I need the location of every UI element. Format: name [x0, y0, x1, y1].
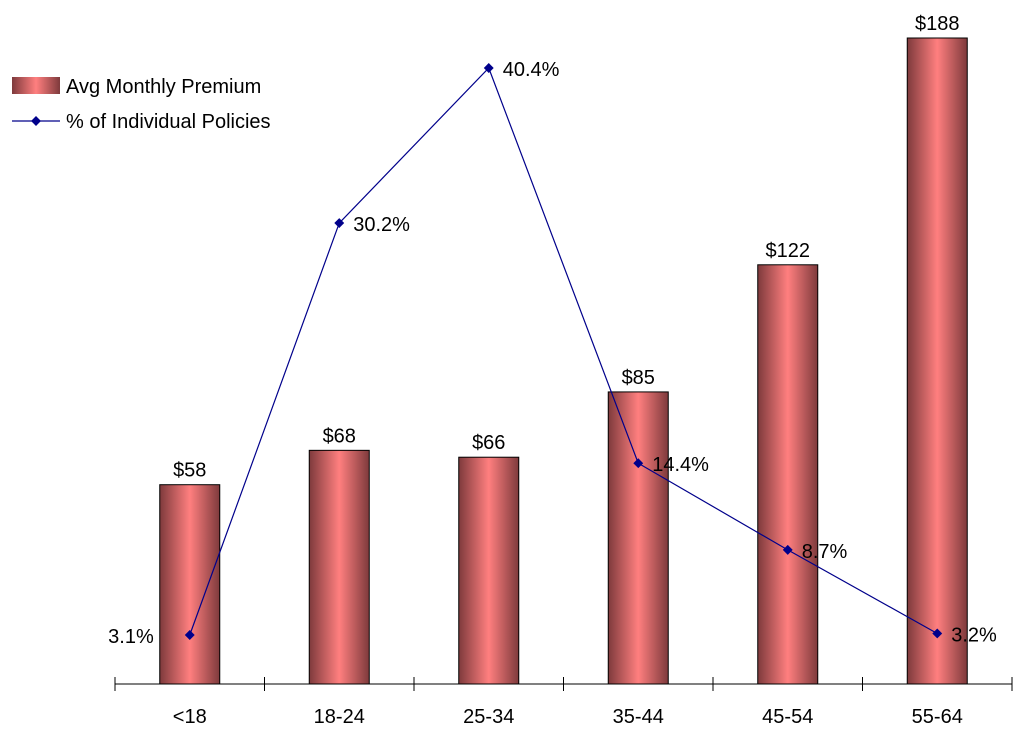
share-value-label-2: 30.2% — [353, 214, 410, 236]
x-tick-label-2: 18-24 — [314, 706, 365, 728]
bar-value-label-4: $85 — [622, 367, 655, 389]
share-point-4 — [633, 458, 644, 469]
bar-value-label-6: $188 — [915, 13, 960, 35]
share-point-1 — [184, 630, 195, 640]
bar-4 — [607, 391, 669, 685]
bar-6 — [906, 37, 968, 685]
legend-bar-swatch — [12, 77, 60, 94]
share-value-label-4: 14.4% — [652, 454, 709, 476]
x-axis: <18 18-24 25-34 35-44 45-54 55-64 — [114, 677, 1013, 728]
share-value-label-3: 40.4% — [503, 59, 560, 81]
legend-line-marker — [31, 116, 41, 126]
share-line-series — [184, 63, 943, 640]
legend: Avg Monthly Premium % of Individual Poli… — [12, 76, 271, 133]
bar-value-label-1: $58 — [173, 460, 206, 482]
bar-value-labels: $58 $68 $66 $85 $122 $188 — [173, 13, 959, 482]
x-tick-label-1: <18 — [173, 706, 207, 728]
bar-value-label-3: $66 — [472, 432, 505, 454]
share-value-labels: 3.1% 30.2% 40.4% 14.4% 8.7% 3.2% — [108, 59, 997, 648]
legend-label-premium: Avg Monthly Premium — [66, 76, 261, 98]
share-line — [189, 66, 938, 636]
bar-3 — [458, 456, 520, 685]
x-tick-label-3: 25-34 — [463, 706, 514, 728]
share-point-5 — [782, 544, 793, 555]
legend-label-share: % of Individual Policies — [66, 111, 271, 133]
share-value-label-1: 3.1% — [108, 626, 154, 648]
bar-1 — [159, 484, 221, 685]
bar-value-label-2: $68 — [323, 425, 356, 447]
bar-5 — [757, 264, 819, 685]
x-tick-label-4: 35-44 — [613, 706, 664, 728]
share-point-2 — [334, 218, 345, 229]
bars — [159, 37, 968, 685]
bar-value-label-5: $122 — [766, 240, 811, 262]
share-value-label-6: 3.2% — [951, 624, 997, 646]
share-value-label-5: 8.7% — [802, 541, 848, 563]
bar-2 — [308, 449, 370, 685]
x-tick-label-6: 55-64 — [912, 706, 963, 728]
x-tick-label-5: 45-54 — [762, 706, 813, 728]
share-point-6 — [932, 628, 943, 639]
